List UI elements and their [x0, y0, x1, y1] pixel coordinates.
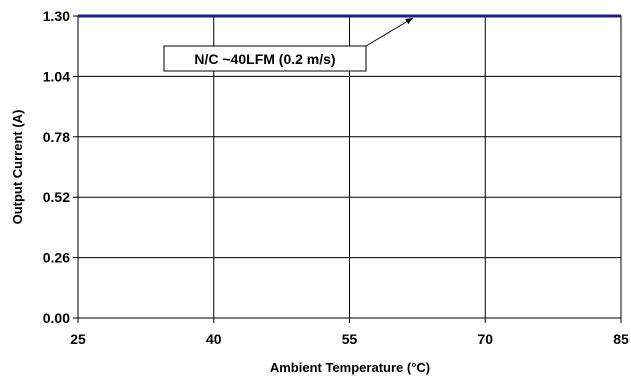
annotation-box [163, 45, 367, 72]
y-tick-label: 1.04 [43, 68, 70, 84]
y-tick-label: 0.78 [43, 129, 70, 145]
y-tick-label: 0.00 [43, 310, 70, 326]
x-tick-label: 70 [477, 331, 493, 347]
annotation-arrow [365, 17, 414, 47]
x-tick-labels: 25 40 55 70 85 [70, 331, 629, 347]
y-tick-label: 1.30 [43, 8, 70, 24]
annotation-label: N/C ~40LFM (0.2 m/s) [194, 51, 335, 67]
x-tick-label: 55 [342, 331, 358, 347]
annotation-arrowhead [405, 18, 413, 25]
y-axis-title: Output Current (A) [10, 110, 25, 225]
y-tick-labels: 0.00 0.26 0.52 0.78 1.04 1.30 [43, 8, 70, 326]
x-axis-title: Ambient Temperature (°C) [270, 360, 430, 375]
x-tick-label: 85 [613, 331, 629, 347]
x-tick-label: 25 [70, 331, 86, 347]
y-tick-label: 0.52 [43, 189, 70, 205]
series-annotation: N/C ~40LFM (0.2 m/s) [163, 17, 414, 72]
y-tick-label: 0.26 [43, 250, 70, 266]
x-tick-label: 40 [206, 331, 222, 347]
